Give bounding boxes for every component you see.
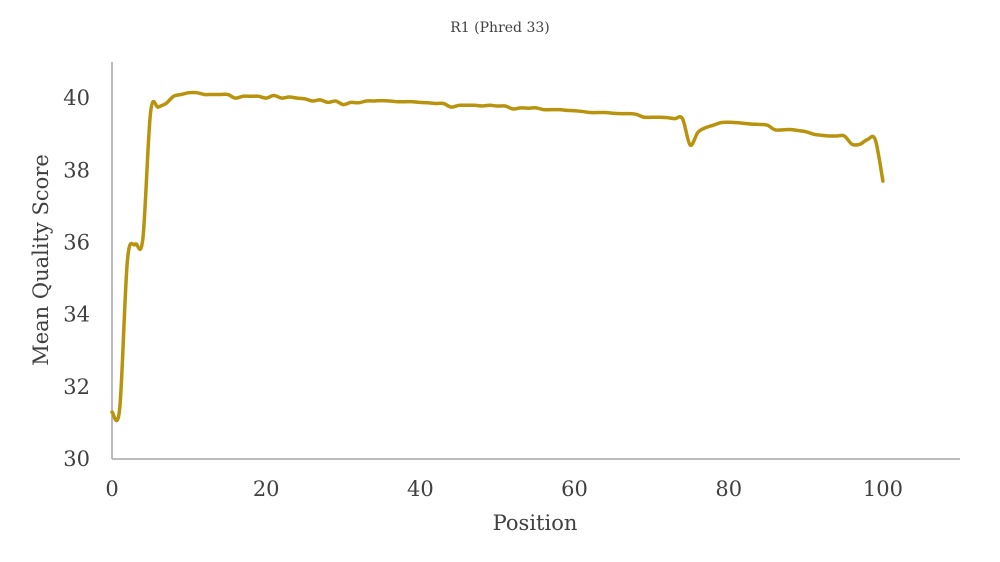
series-layer <box>110 90 885 423</box>
y-tick-label: 36 <box>63 230 90 254</box>
x-tick-label: 80 <box>715 477 742 501</box>
y-tick-label: 38 <box>63 158 90 182</box>
x-tick-label: 20 <box>253 477 280 501</box>
y-axis-title: Mean Quality Score <box>29 154 53 366</box>
x-tick-label: 60 <box>561 477 588 501</box>
y-tick-labels: 30 32 34 36 38 40 <box>63 86 90 471</box>
x-tick-label: 40 <box>407 477 434 501</box>
x-tick-label: 0 <box>105 477 118 501</box>
y-tick-label: 40 <box>63 86 90 110</box>
y-tick-label: 30 <box>63 447 90 471</box>
series-line <box>110 90 885 423</box>
x-tick-label: 100 <box>863 477 903 501</box>
x-axis-title: Position <box>493 511 578 535</box>
x-tick-labels: 0 20 40 60 80 100 <box>105 477 903 501</box>
y-tick-label: 34 <box>63 303 90 327</box>
y-tick-label: 32 <box>63 375 90 399</box>
chart-title: R1 (Phred 33) <box>450 20 549 36</box>
